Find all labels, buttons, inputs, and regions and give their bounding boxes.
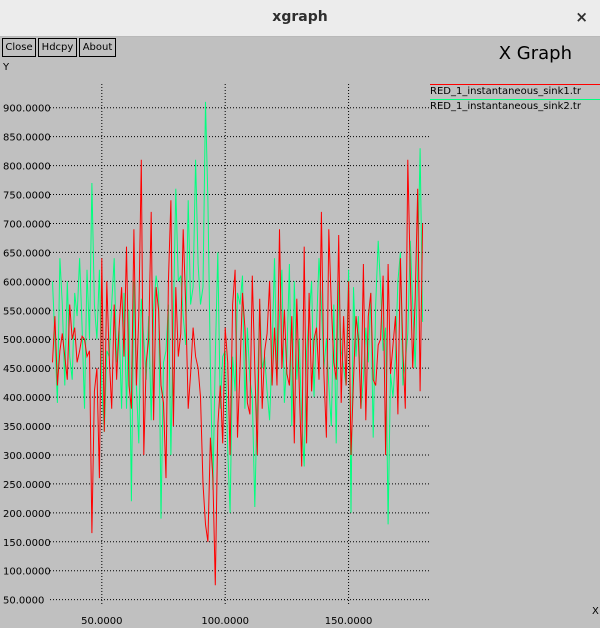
legend-item-series2: RED_1_instantaneous_sink2.tr	[430, 99, 600, 114]
x-tick-label: 50.0000	[81, 616, 122, 627]
y-tick-label: 750.0000	[3, 191, 51, 202]
grid-layer	[50, 84, 430, 606]
legend-item-series1: RED_1_instantaneous_sink1.tr	[430, 84, 600, 99]
y-axis-label: Y	[2, 62, 10, 73]
y-tick-label: 150.0000	[3, 538, 51, 549]
hdcpy-button[interactable]: Hdcpy	[38, 38, 77, 57]
y-tick-label: 650.0000	[3, 248, 51, 259]
legend-label-series1: RED_1_instantaneous_sink1.tr	[430, 86, 581, 97]
y-tick-label: 400.0000	[3, 393, 51, 404]
close-button[interactable]: Close	[2, 38, 36, 57]
y-tick-label: 350.0000	[3, 422, 51, 433]
y-tick-label: 300.0000	[3, 451, 51, 462]
graph-title: X Graph	[498, 43, 572, 64]
legend-swatch-series2	[430, 99, 600, 100]
y-tick-label: 600.0000	[3, 277, 51, 288]
x-tick-label: 150.0000	[325, 616, 373, 627]
x-axis-label: X	[592, 606, 599, 617]
legend: RED_1_instantaneous_sink1.tr RED_1_insta…	[430, 84, 600, 114]
close-window-icon[interactable]: ×	[575, 8, 588, 26]
y-tick-label: 850.0000	[3, 133, 51, 144]
series-line-1	[52, 159, 424, 586]
about-button[interactable]: About	[79, 38, 116, 57]
y-tick-label: 450.0000	[3, 364, 51, 375]
legend-label-series2: RED_1_instantaneous_sink2.tr	[430, 101, 581, 112]
y-tick-label: 700.0000	[3, 219, 51, 230]
window-titlebar: xgraph ×	[0, 0, 600, 37]
y-tick-label: 100.0000	[3, 567, 51, 578]
legend-swatch-series1	[430, 84, 600, 85]
y-tick-label: 800.0000	[3, 162, 51, 173]
y-tick-label: 500.0000	[3, 335, 51, 346]
y-tick-label: 550.0000	[3, 306, 51, 317]
y-tick-label: 900.0000	[3, 104, 51, 115]
series-layer	[52, 101, 424, 586]
x-tick-label: 100.0000	[201, 616, 249, 627]
y-tick-label: 200.0000	[3, 509, 51, 520]
y-tick-label: 250.0000	[3, 480, 51, 491]
window-title: xgraph	[272, 9, 328, 25]
y-tick-label: 50.0000	[3, 596, 44, 607]
tick-labels: 50.0000 100.0000 150.0000 200.0000 250.0000 3…	[3, 104, 372, 627]
